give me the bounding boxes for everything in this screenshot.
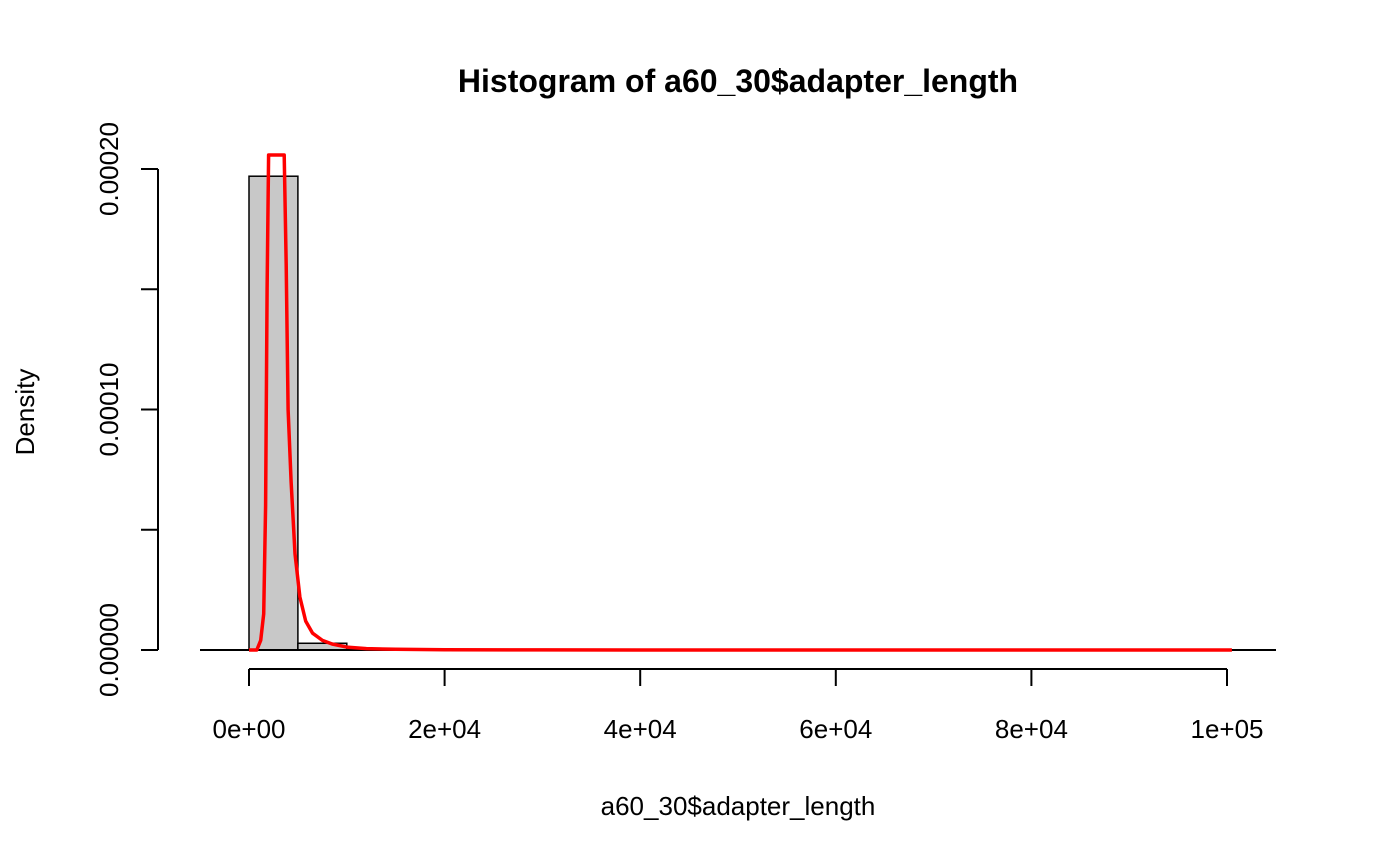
histogram-bar-0 — [248, 175, 299, 651]
x-tick-label-2: 4e+04 — [604, 714, 677, 744]
x-tick-label-4: 8e+04 — [995, 714, 1068, 744]
y-tick-label-4: 0.00020 — [94, 122, 124, 216]
x-axis: 0e+00 2e+04 4e+04 6e+04 8e+04 1e+05 — [212, 668, 1264, 744]
y-axis: 0.00000 0.00010 0.00020 — [94, 122, 159, 697]
x-tick-label-3: 6e+04 — [799, 714, 872, 744]
x-tick-label-0: 0e+00 — [212, 714, 285, 744]
y-tick-label-2: 0.00010 — [94, 363, 124, 457]
x-tick-label-5: 1e+05 — [1190, 714, 1263, 744]
chart-title: Histogram of a60_30$adapter_length — [458, 63, 1018, 99]
histogram-bars — [248, 175, 397, 651]
density-curve-group — [249, 153, 1232, 652]
y-tick-label-0: 0.00000 — [94, 603, 124, 697]
x-axis-label: a60_30$adapter_length — [601, 791, 876, 821]
y-axis-label: Density — [10, 369, 40, 456]
density-curve — [249, 153, 1232, 652]
x-tick-label-1: 2e+04 — [408, 714, 481, 744]
